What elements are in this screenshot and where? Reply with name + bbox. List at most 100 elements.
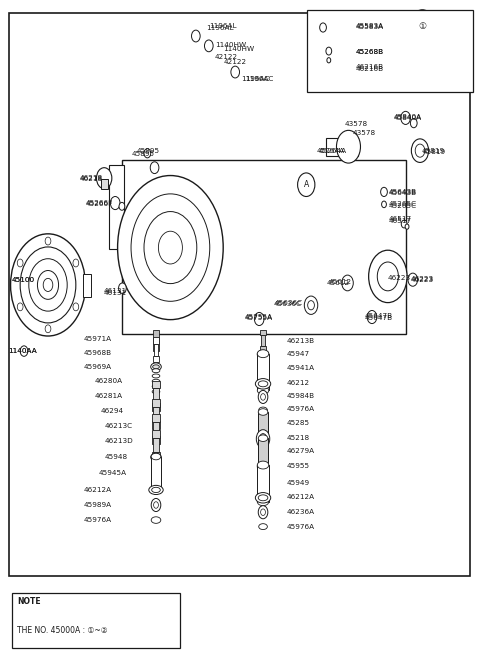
Ellipse shape (152, 487, 160, 493)
Circle shape (45, 325, 51, 333)
Text: 46517: 46517 (389, 216, 412, 223)
Text: 45989A: 45989A (84, 502, 112, 508)
Bar (257, 354, 269, 390)
Text: 46517: 46517 (389, 218, 412, 225)
Ellipse shape (258, 464, 268, 470)
Circle shape (381, 187, 387, 196)
Bar (151, 457, 161, 489)
Text: 1196AL: 1196AL (206, 25, 234, 31)
Text: 45264A: 45264A (319, 147, 347, 154)
Circle shape (154, 502, 158, 508)
Text: 45636C: 45636C (275, 299, 303, 306)
Text: 45100: 45100 (12, 277, 35, 284)
Text: 45265C: 45265C (389, 201, 417, 208)
Circle shape (336, 130, 360, 163)
Circle shape (158, 231, 182, 264)
Text: 45755A: 45755A (245, 314, 273, 321)
Text: 45266F: 45266F (85, 201, 113, 208)
Bar (153, 438, 159, 452)
Circle shape (144, 212, 197, 284)
Circle shape (261, 394, 265, 400)
Circle shape (73, 303, 79, 311)
Text: 45947: 45947 (287, 350, 310, 357)
Text: 45971A: 45971A (84, 336, 112, 343)
Text: 46213C: 46213C (105, 423, 133, 430)
Bar (9, 13, 470, 576)
Bar (326, 138, 358, 156)
Text: 45583A: 45583A (355, 24, 384, 30)
Ellipse shape (151, 486, 161, 493)
Text: 45949: 45949 (287, 479, 310, 486)
Text: 46216B: 46216B (355, 66, 384, 72)
Circle shape (254, 312, 264, 326)
Ellipse shape (257, 386, 269, 394)
Ellipse shape (259, 407, 267, 413)
Ellipse shape (153, 365, 159, 369)
Circle shape (29, 259, 67, 311)
Text: 45755A: 45755A (245, 314, 273, 320)
Text: 46279A: 46279A (287, 448, 315, 455)
Text: 46216B: 46216B (355, 64, 384, 70)
Circle shape (43, 278, 53, 291)
Text: 45100: 45100 (12, 277, 35, 284)
Ellipse shape (149, 485, 163, 495)
Text: ①: ① (419, 22, 426, 31)
Circle shape (258, 390, 268, 403)
Ellipse shape (152, 379, 160, 383)
Text: 45265C: 45265C (389, 202, 417, 209)
Ellipse shape (151, 363, 161, 371)
Bar (153, 388, 159, 403)
Text: 46218: 46218 (79, 176, 102, 183)
Bar (307, 10, 473, 92)
Text: 46280A: 46280A (95, 378, 123, 384)
Circle shape (298, 173, 315, 196)
Text: 45976A: 45976A (287, 523, 315, 530)
Circle shape (342, 275, 353, 291)
Circle shape (408, 273, 418, 286)
Circle shape (369, 250, 407, 303)
Text: 43578: 43578 (345, 121, 368, 128)
Ellipse shape (257, 350, 269, 358)
Circle shape (415, 144, 425, 157)
Circle shape (401, 111, 410, 124)
Text: 46223: 46223 (410, 276, 433, 282)
Text: 45840A: 45840A (394, 113, 422, 120)
Circle shape (119, 283, 126, 293)
Text: 46294: 46294 (101, 408, 124, 415)
Text: 1196AC: 1196AC (245, 75, 273, 82)
Ellipse shape (151, 453, 161, 461)
Text: 45976A: 45976A (84, 517, 112, 523)
Text: 45969A: 45969A (84, 364, 112, 370)
Ellipse shape (152, 384, 160, 388)
Ellipse shape (258, 438, 268, 444)
Bar (153, 407, 159, 421)
Circle shape (367, 310, 377, 324)
Text: 1196AC: 1196AC (241, 75, 270, 82)
Text: 45264A: 45264A (317, 147, 345, 154)
Text: 45583A: 45583A (355, 23, 384, 29)
Ellipse shape (259, 524, 267, 529)
Text: 46223: 46223 (388, 274, 411, 281)
Text: 45895: 45895 (137, 147, 160, 154)
Bar (152, 399, 160, 407)
Text: 46223: 46223 (410, 276, 433, 283)
Bar (258, 438, 268, 467)
Text: 46218: 46218 (79, 175, 102, 181)
Text: 46281A: 46281A (95, 393, 123, 400)
Circle shape (410, 10, 434, 43)
Circle shape (259, 434, 267, 444)
Ellipse shape (255, 493, 271, 503)
Ellipse shape (258, 435, 268, 441)
Text: 46131: 46131 (103, 288, 126, 295)
Bar (153, 422, 159, 436)
Circle shape (410, 119, 417, 128)
Circle shape (411, 139, 429, 162)
Ellipse shape (257, 461, 269, 469)
Bar (152, 452, 160, 460)
Text: 45285: 45285 (287, 420, 310, 426)
Text: 1140HW: 1140HW (215, 41, 246, 48)
Bar (153, 356, 159, 362)
Text: 45955: 45955 (287, 462, 310, 469)
Ellipse shape (152, 374, 160, 378)
Text: 45268B: 45268B (355, 49, 384, 56)
